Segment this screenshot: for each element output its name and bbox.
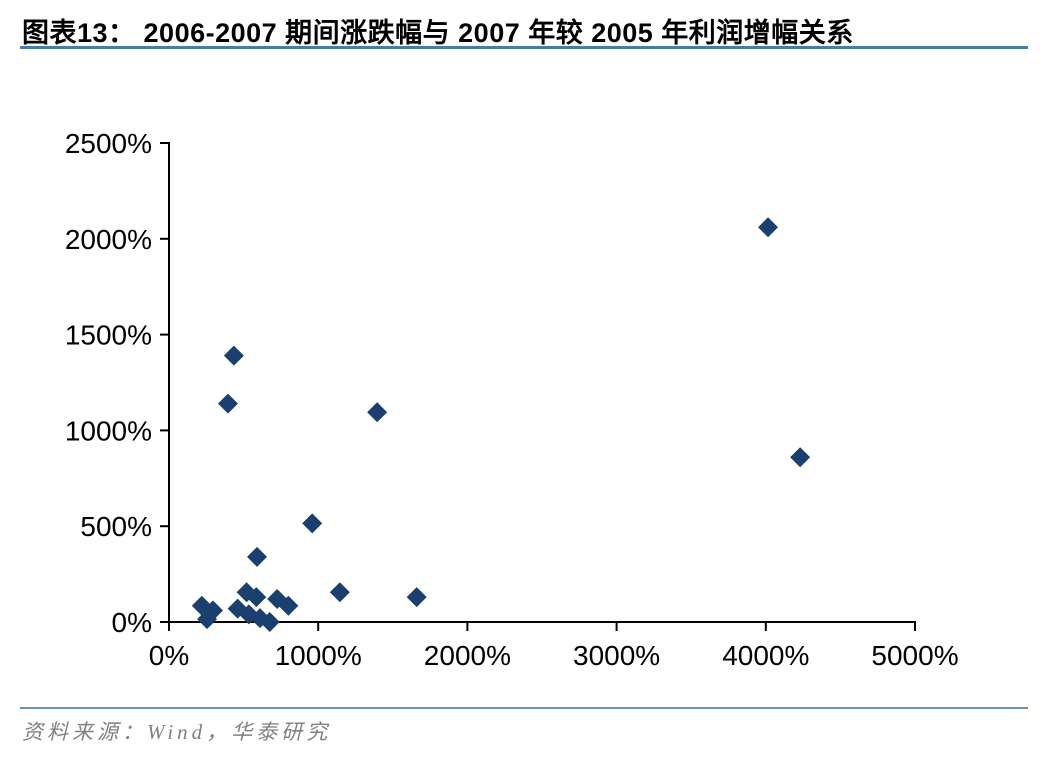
- scatter-point: [367, 402, 388, 423]
- x-tick-label: 4000%: [722, 640, 809, 671]
- scatter-points: [191, 217, 811, 632]
- scatter-point: [246, 587, 267, 608]
- footer-rule: [20, 707, 1028, 709]
- x-tick-label: 0%: [149, 640, 189, 671]
- x-axis-labels: 0% 1000% 2000% 3000% 4000% 5000%: [149, 640, 959, 671]
- x-tick-label: 1000%: [275, 640, 362, 671]
- y-tick-label: 1000%: [65, 415, 152, 446]
- y-axis-labels: 0% 500% 1000% 1500% 2000% 2500%: [65, 128, 152, 638]
- scatter-point: [790, 447, 811, 468]
- source-note: 资料来源：Wind，华泰研究: [22, 720, 332, 744]
- y-tick-label: 2000%: [65, 224, 152, 255]
- axes: [160, 142, 916, 631]
- x-tick-label: 2000%: [424, 640, 511, 671]
- y-tick-label: 500%: [80, 511, 152, 542]
- scatter-point: [758, 217, 779, 238]
- y-tick-label: 2500%: [65, 128, 152, 159]
- x-tick-label: 3000%: [573, 640, 660, 671]
- title-rule: [20, 46, 1028, 49]
- scatter-point: [217, 393, 238, 414]
- figure-title: 图表13： 2006-2007 期间涨跌幅与 2007 年较 2005 年利润增…: [22, 18, 854, 48]
- scatter-point: [329, 582, 350, 603]
- scatter-point: [278, 595, 299, 616]
- scatter-point: [236, 582, 257, 603]
- scatter-point: [223, 345, 244, 366]
- scatter-point: [406, 587, 427, 608]
- scatter-point: [259, 612, 280, 632]
- scatter-point: [302, 513, 323, 534]
- y-tick-label: 1500%: [65, 320, 152, 351]
- scatter-point: [247, 546, 268, 567]
- y-tick-label: 0%: [112, 607, 152, 638]
- x-tick-label: 5000%: [871, 640, 958, 671]
- scatter-point: [197, 609, 218, 630]
